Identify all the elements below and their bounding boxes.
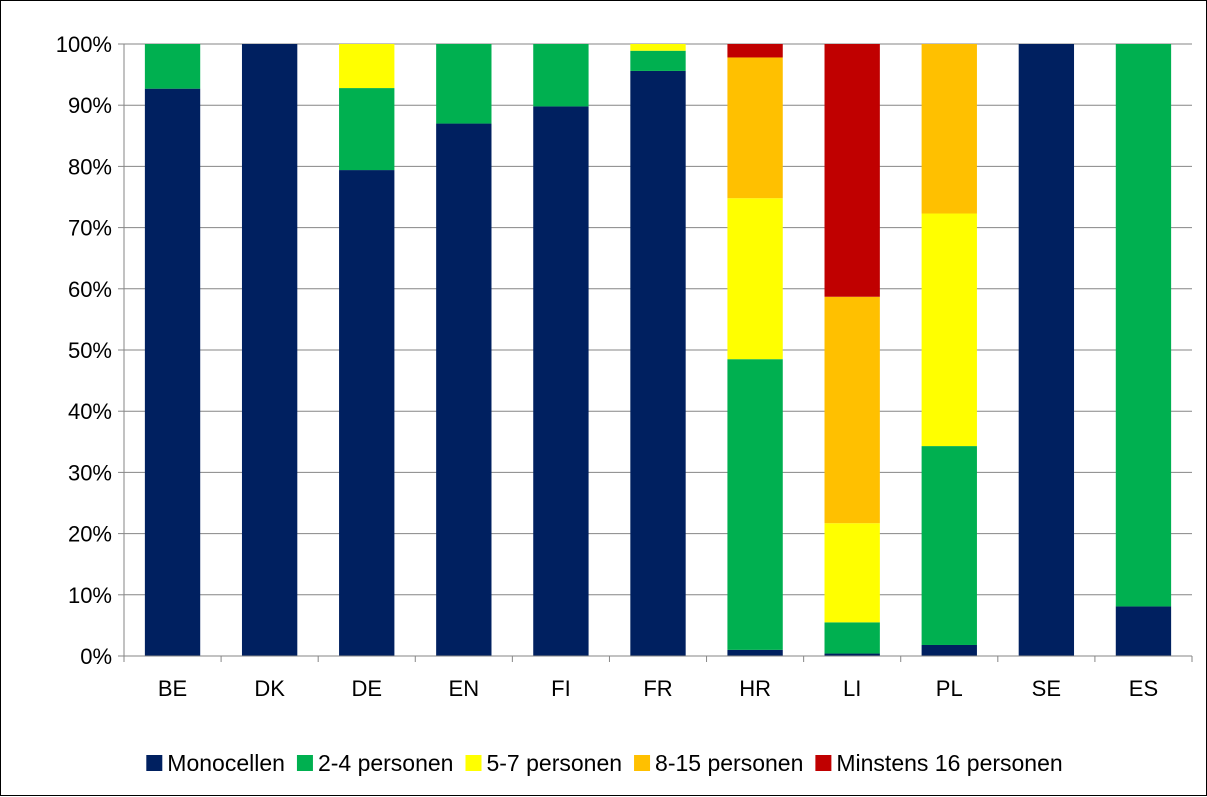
bar-hr-series-1 [727, 359, 783, 650]
y-tick-label: 30% [68, 460, 112, 485]
x-tick-label: SE [1032, 676, 1061, 701]
x-tick-label: BE [158, 676, 187, 701]
bar-hr-series-4 [727, 44, 783, 58]
bar-de-series-0 [339, 170, 395, 656]
bar-fr-series-0 [630, 70, 686, 657]
bar-es-series-0 [1115, 606, 1172, 656]
legend-swatch-3 [634, 755, 651, 771]
bar-li-series-4 [824, 44, 880, 297]
bar-fr-series-1 [630, 50, 686, 71]
legend-label: 2-4 personen [318, 750, 454, 776]
legend-swatch-1 [296, 755, 313, 771]
bar-be-series-1 [144, 44, 201, 89]
bar-pl-series-2 [921, 213, 977, 447]
bar-pl-series-1 [921, 446, 977, 645]
legend-swatch-0 [146, 755, 163, 771]
bars [144, 44, 1172, 657]
bar-dk-series-0 [241, 44, 298, 656]
y-tick-label: 20% [68, 522, 112, 547]
bar-li-series-3 [824, 296, 880, 524]
legend-swatch-2 [465, 755, 482, 771]
x-tick-label: PL [936, 676, 963, 701]
x-tick-label: DK [254, 676, 285, 701]
axes: 0% 10% 20% 30% 40% 50% 60% 70% 80% 90% 100% BE DK DE E… [56, 32, 1193, 701]
bar-fi-series-1 [533, 44, 589, 107]
y-tick-label: 40% [68, 399, 112, 424]
bar-pl-series-3 [921, 44, 977, 214]
y-tick-label: 80% [68, 154, 112, 179]
bar-fr-series-2 [630, 44, 686, 51]
bar-li-series-2 [824, 523, 880, 623]
y-tick-label: 50% [68, 338, 112, 363]
y-tick-label: 90% [68, 93, 112, 118]
bar-hr-series-3 [727, 57, 783, 199]
bar-hr-series-2 [727, 198, 783, 360]
bar-se-series-0 [1018, 44, 1075, 656]
bar-de-series-2 [339, 44, 395, 89]
x-tick-label: HR [739, 676, 771, 701]
legend-label: 5-7 personen [486, 750, 622, 776]
bar-es-series-1 [1115, 44, 1172, 607]
legend-label: Minstens 16 personen [836, 750, 1062, 776]
bar-li-series-1 [824, 622, 880, 654]
bar-hr-series-0 [727, 649, 783, 656]
x-tick-label: DE [351, 676, 382, 701]
bar-de-series-1 [339, 88, 395, 171]
x-tick-label: FR [643, 676, 672, 701]
y-tick-label: 70% [68, 216, 112, 241]
x-tick-label: LI [843, 676, 861, 701]
legend-label: 8-15 personen [655, 750, 803, 776]
legend-swatch-4 [815, 755, 832, 771]
bar-fi-series-0 [533, 106, 589, 656]
y-tick-label: 60% [68, 277, 112, 302]
bar-pl-series-0 [921, 644, 977, 656]
bar-en-series-0 [436, 123, 492, 656]
bar-en-series-1 [436, 44, 492, 124]
y-tick-label: 0% [80, 644, 112, 669]
x-tick-label: FI [551, 676, 571, 701]
legend: Monocellen 2-4 personen 5-7 personen 8-15 p… [146, 750, 1063, 776]
bar-li-series-0 [824, 653, 880, 656]
y-tick-label: 10% [68, 583, 112, 608]
x-tick-label: EN [449, 676, 480, 701]
y-tick-label: 100% [56, 32, 112, 57]
x-tick-label: ES [1129, 676, 1158, 701]
bar-be-series-0 [144, 88, 201, 656]
legend-label: Monocellen [167, 750, 285, 776]
